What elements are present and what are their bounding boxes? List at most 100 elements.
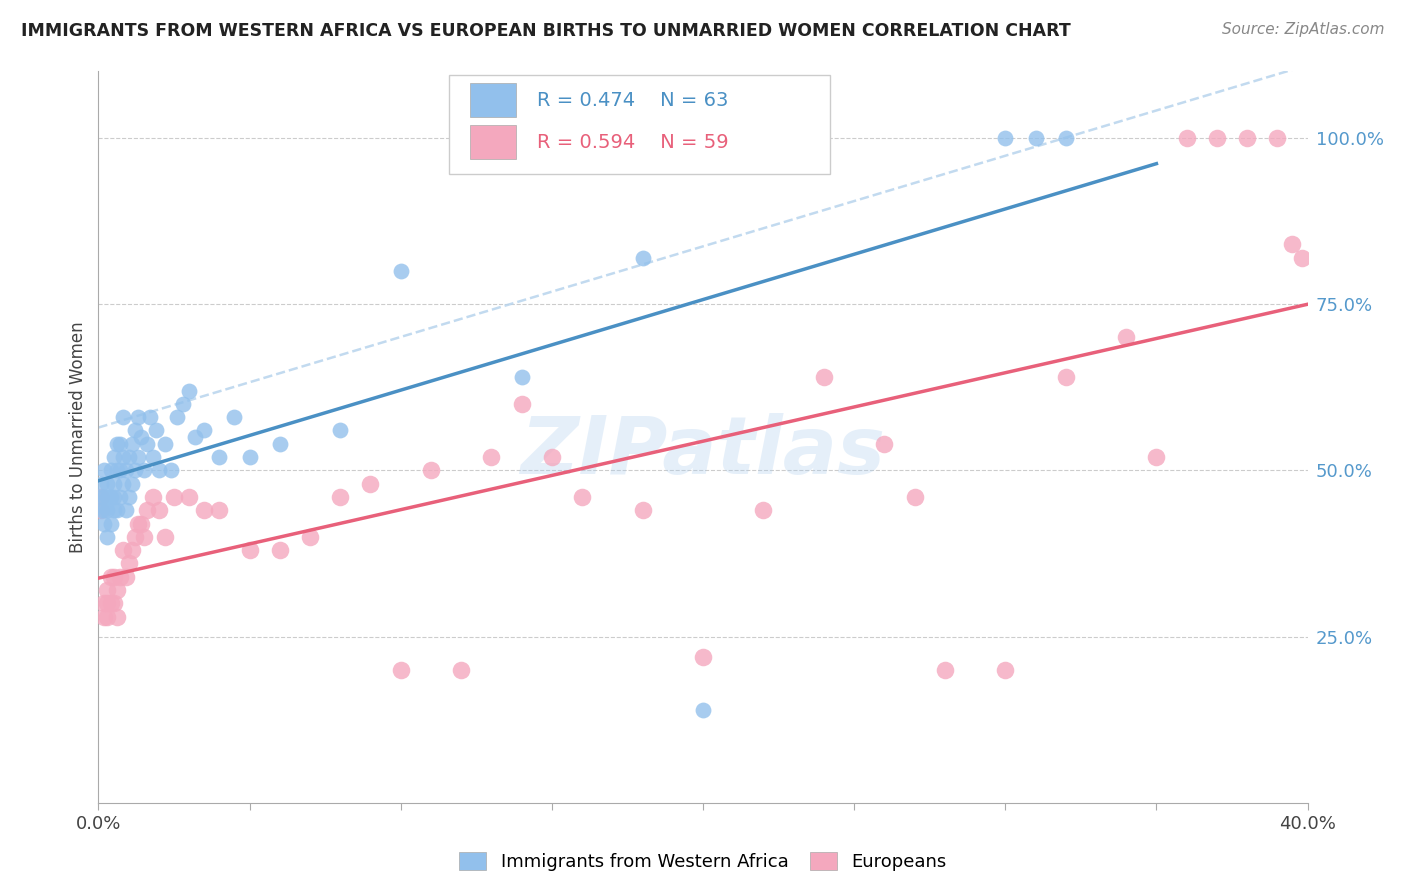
Point: [510, 370, 533, 384]
Point: [93, 609, 115, 624]
Point: [90, 476, 112, 491]
Point: [121, 436, 143, 450]
Point: [105, 463, 128, 477]
Point: [90, 503, 112, 517]
Point: [269, 543, 291, 558]
Point: [193, 503, 215, 517]
Point: [142, 490, 165, 504]
Text: R = 0.594    N = 59: R = 0.594 N = 59: [537, 133, 728, 152]
Point: [135, 503, 157, 517]
Text: Source: ZipAtlas.com: Source: ZipAtlas.com: [1222, 22, 1385, 37]
Point: [105, 503, 128, 517]
Point: [105, 609, 128, 624]
Point: [118, 490, 141, 504]
Point: [139, 410, 162, 425]
Point: [129, 516, 152, 531]
Point: [124, 530, 146, 544]
Point: [118, 557, 141, 571]
Point: [93, 503, 115, 517]
Point: [994, 131, 1017, 145]
Point: [96, 596, 118, 610]
Point: [127, 410, 149, 425]
Point: [148, 503, 170, 517]
Legend: Immigrants from Western Africa, Europeans: Immigrants from Western Africa, European…: [451, 846, 955, 879]
Point: [132, 530, 155, 544]
Point: [135, 436, 157, 450]
Point: [239, 543, 262, 558]
Point: [153, 530, 176, 544]
Point: [100, 570, 122, 584]
Point: [103, 476, 125, 491]
Point: [100, 596, 122, 610]
Point: [299, 530, 322, 544]
Point: [129, 430, 152, 444]
Point: [90, 490, 112, 504]
Point: [692, 703, 714, 717]
Point: [179, 384, 201, 398]
Point: [179, 490, 201, 504]
Text: R = 0.474    N = 63: R = 0.474 N = 63: [537, 91, 728, 110]
Point: [103, 596, 125, 610]
Point: [108, 463, 131, 477]
Point: [510, 397, 533, 411]
Point: [103, 490, 125, 504]
Point: [103, 450, 125, 464]
Point: [193, 424, 215, 438]
Point: [153, 436, 176, 450]
Point: [105, 582, 128, 597]
Point: [103, 570, 125, 584]
Point: [103, 503, 125, 517]
Point: [96, 490, 118, 504]
Point: [121, 476, 143, 491]
Point: [111, 476, 134, 491]
Point: [96, 503, 118, 517]
Point: [124, 424, 146, 438]
Point: [420, 463, 443, 477]
Point: [631, 503, 654, 517]
Point: [93, 463, 115, 477]
Point: [692, 649, 714, 664]
Point: [1175, 131, 1198, 145]
Point: [540, 450, 562, 464]
Point: [389, 264, 412, 278]
Point: [163, 490, 186, 504]
Point: [100, 490, 122, 504]
Point: [172, 397, 194, 411]
Point: [904, 490, 927, 504]
Point: [631, 251, 654, 265]
Point: [269, 436, 291, 450]
Point: [160, 463, 183, 477]
Point: [1291, 251, 1313, 265]
Point: [1144, 450, 1167, 464]
Text: IMMIGRANTS FROM WESTERN AFRICA VS EUROPEAN BIRTHS TO UNMARRIED WOMEN CORRELATION: IMMIGRANTS FROM WESTERN AFRICA VS EUROPE…: [21, 22, 1071, 40]
Point: [111, 543, 134, 558]
Point: [90, 503, 112, 517]
Point: [752, 503, 775, 517]
Point: [114, 570, 136, 584]
Point: [90, 490, 112, 504]
Point: [96, 530, 118, 544]
Point: [329, 490, 352, 504]
Point: [100, 516, 122, 531]
Point: [142, 450, 165, 464]
Point: [1054, 131, 1077, 145]
Point: [114, 463, 136, 477]
Point: [93, 490, 115, 504]
Point: [132, 463, 155, 477]
Point: [1236, 131, 1258, 145]
Point: [389, 663, 412, 677]
Point: [184, 430, 207, 444]
Point: [994, 663, 1017, 677]
Point: [96, 609, 118, 624]
Point: [450, 663, 472, 677]
Point: [1267, 131, 1289, 145]
Point: [127, 516, 149, 531]
Point: [208, 450, 231, 464]
Point: [105, 436, 128, 450]
Text: ZIPatlas: ZIPatlas: [520, 413, 886, 491]
Point: [571, 490, 593, 504]
Point: [118, 450, 141, 464]
Point: [127, 450, 149, 464]
Point: [224, 410, 246, 425]
Point: [148, 463, 170, 477]
